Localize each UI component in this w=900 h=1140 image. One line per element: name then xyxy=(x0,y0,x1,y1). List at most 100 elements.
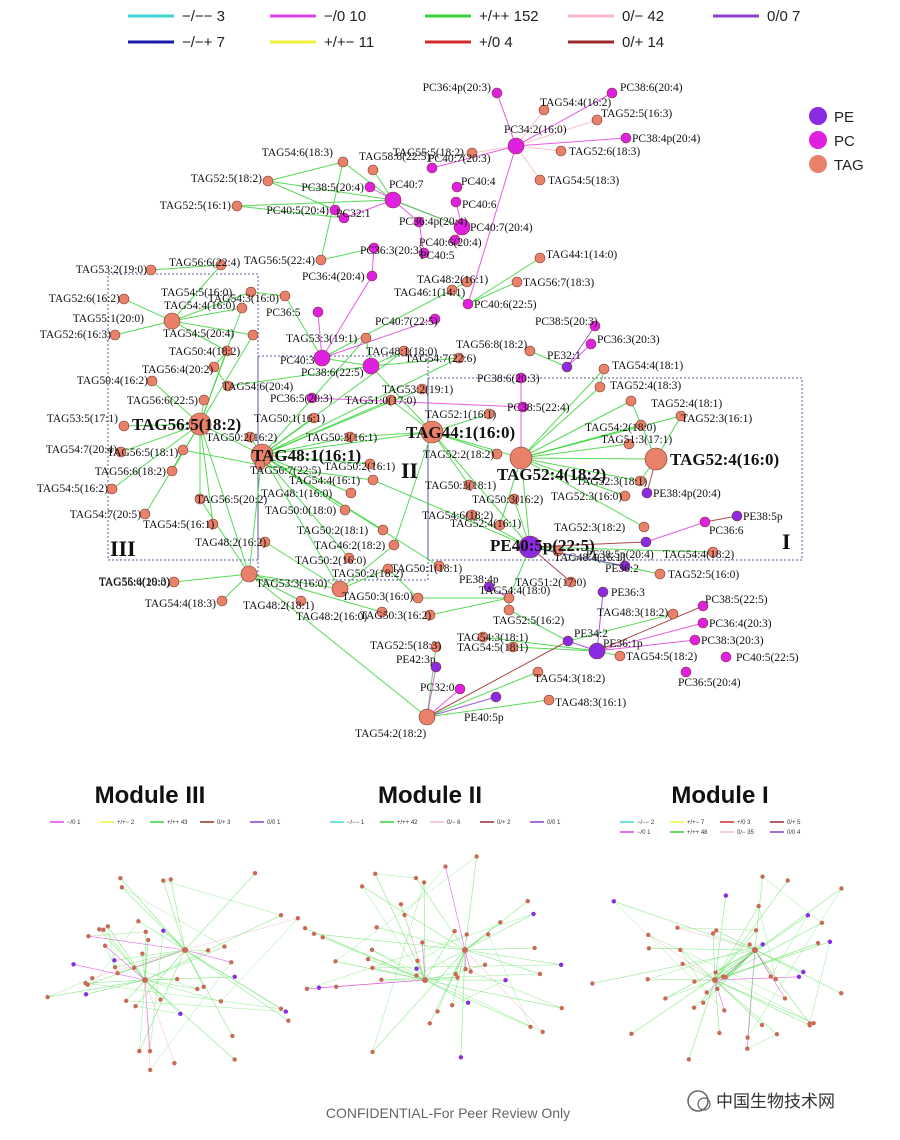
module-edge xyxy=(104,945,146,981)
network-node xyxy=(413,216,425,228)
module-edge xyxy=(371,949,543,1033)
node-label: TAG48:3(18:2) xyxy=(597,607,668,619)
module-node xyxy=(819,920,825,926)
network-node xyxy=(198,394,210,406)
network-node xyxy=(215,259,227,271)
module-node xyxy=(333,959,338,964)
network-edges xyxy=(111,92,738,718)
network-edge xyxy=(261,454,371,465)
node-label: TAG44:1(14:0) xyxy=(546,249,617,261)
node-label: TAG56:5(18:1) xyxy=(107,447,178,459)
network-edge xyxy=(596,591,604,652)
node-label: PE32:1 xyxy=(547,350,581,362)
module-panel: Module II −/−− 1 +/++ 42 0/− 6 0/+ 2 0/0 1 xyxy=(302,782,565,1060)
network-node xyxy=(585,338,597,350)
module-panel: Module III −/0 1 +/+− 2 +/++ 43 0/+ 3 0/0 1 xyxy=(45,782,301,1073)
network-node xyxy=(416,383,428,395)
node-label: TAG52:3(18:2) xyxy=(554,522,625,534)
network-node xyxy=(483,581,495,593)
network-node xyxy=(453,218,471,236)
network-node xyxy=(254,459,266,471)
legend-item: 0/0 7 xyxy=(713,8,800,25)
module-node xyxy=(252,871,258,876)
network-edge xyxy=(387,568,419,599)
module-node xyxy=(370,965,375,971)
network-edge xyxy=(339,568,389,590)
node-label: PC34:2(16:0) xyxy=(504,124,567,136)
network-node xyxy=(433,560,445,572)
network-node xyxy=(188,412,212,436)
node-label: TAG53:2(19:0) xyxy=(76,264,147,276)
legend-item: +/0 4 xyxy=(425,34,513,51)
node-label: PC38:5(22:4) xyxy=(507,402,570,414)
module-edge xyxy=(85,979,146,984)
node-label: TAG58:8(22:5) xyxy=(359,151,430,163)
network-node xyxy=(244,431,256,443)
node-label: TAG54:6(18:2) xyxy=(422,510,493,522)
network-node xyxy=(329,204,341,216)
module-legend-label: 0/+ 3 xyxy=(217,820,231,826)
module-edge xyxy=(184,949,233,1037)
module-legend-label: +/+− 7 xyxy=(687,820,705,826)
network-edge xyxy=(515,137,627,147)
node-label: TAG50:3(16:0) xyxy=(342,591,413,603)
module-edge xyxy=(747,949,756,1038)
module-node xyxy=(172,1060,177,1066)
module-node xyxy=(278,912,284,918)
network-node xyxy=(385,394,397,406)
module-edge xyxy=(375,873,417,879)
network-nodes xyxy=(106,87,743,726)
network-edge xyxy=(343,199,394,219)
network-edge xyxy=(467,281,518,305)
module-node xyxy=(374,925,379,930)
module-legend-item: +/0 3 xyxy=(720,820,751,826)
network-node xyxy=(555,145,567,157)
module-edge xyxy=(107,926,146,981)
network-node xyxy=(366,270,378,282)
node-legend-swatch xyxy=(809,155,827,173)
network-node xyxy=(424,609,436,621)
network-node xyxy=(620,132,632,144)
network-node xyxy=(430,661,442,673)
legend-label: +/++ 152 xyxy=(479,8,539,25)
node-label: TAG52:4(18:1) xyxy=(651,398,722,410)
network-node xyxy=(163,312,181,330)
node-label: TAG48:2(16:1) xyxy=(417,274,488,286)
module-edge xyxy=(144,979,235,1060)
module-node xyxy=(629,1031,634,1036)
module-edge xyxy=(464,913,534,951)
network-node xyxy=(606,87,618,99)
module-edge xyxy=(715,972,814,1024)
network-node xyxy=(247,329,259,341)
region-box-i xyxy=(427,377,803,561)
node-label: PC40:5(22:5) xyxy=(736,652,799,664)
module-edge xyxy=(135,1005,181,1015)
network-edge xyxy=(704,515,738,523)
module-edge xyxy=(372,882,425,1053)
network-node xyxy=(430,641,442,653)
module-edge xyxy=(85,979,146,995)
network-node xyxy=(638,521,650,533)
network-node xyxy=(106,483,118,495)
module-legend-label: +/+− 2 xyxy=(117,820,135,826)
network-edge xyxy=(349,431,433,438)
module-node xyxy=(195,986,200,992)
network-edge xyxy=(199,350,228,425)
module-hub-node xyxy=(182,947,188,953)
network-edge xyxy=(199,423,263,456)
legend-label: −/0 10 xyxy=(324,8,366,25)
network-node xyxy=(118,420,130,432)
module-node xyxy=(278,1006,284,1011)
module-legend-item: 0/− 35 xyxy=(720,830,755,836)
module-node xyxy=(559,1005,565,1011)
module-edge xyxy=(714,979,778,1035)
node-label: PE42:3p xyxy=(396,654,436,666)
module-edge xyxy=(754,949,842,994)
network-node xyxy=(306,392,318,404)
node-label: PC32:0 xyxy=(420,682,455,694)
module-edge xyxy=(648,948,756,951)
network-edge xyxy=(267,180,336,211)
network-node xyxy=(494,519,506,531)
module-legend-item: 0/+ 2 xyxy=(480,820,511,826)
